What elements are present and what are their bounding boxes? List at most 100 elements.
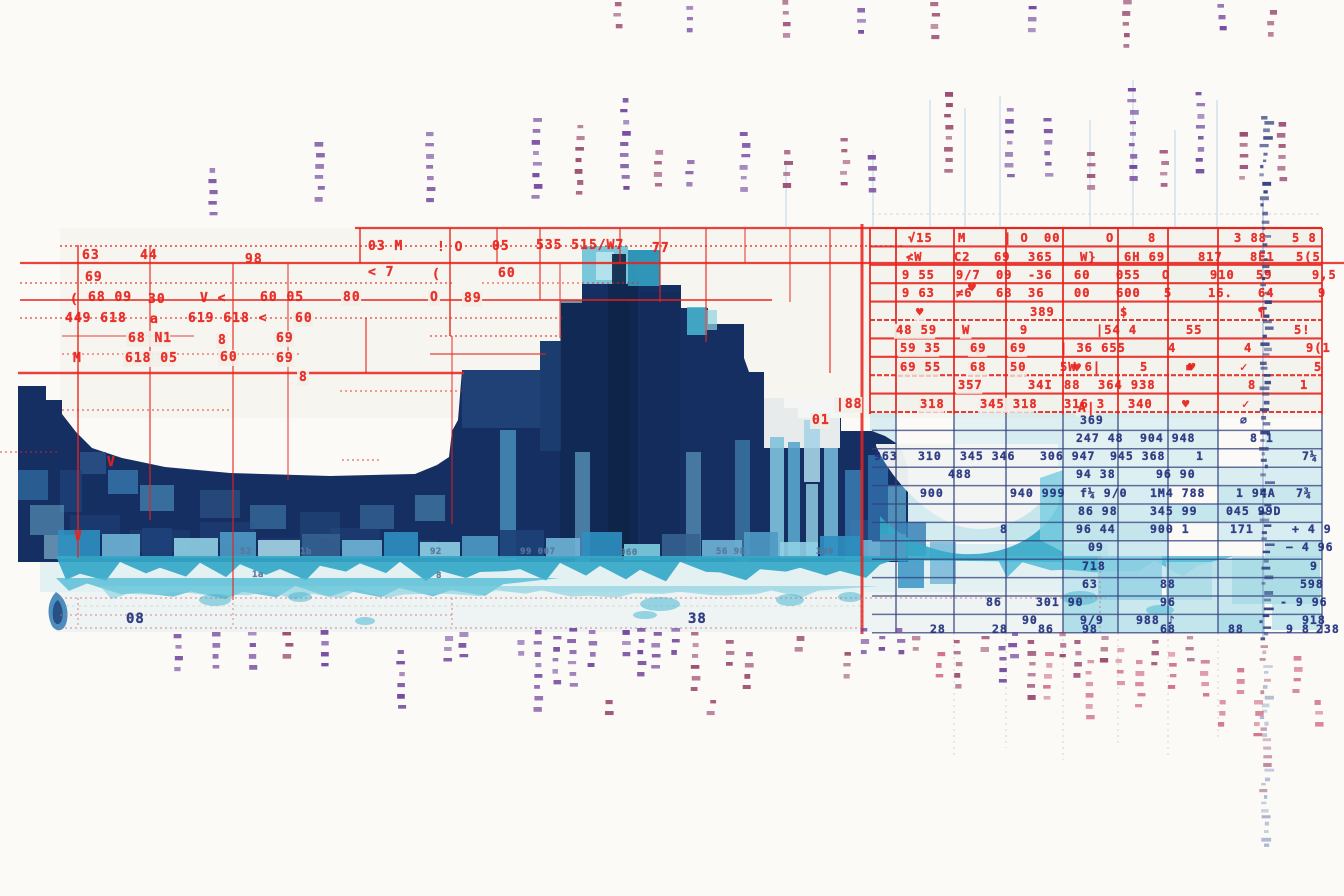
dot-mark [726, 662, 733, 666]
dot-mark [1074, 662, 1082, 667]
navy-figure: + 4 9 [1292, 522, 1332, 536]
dot-mark [1151, 662, 1158, 666]
text-halo [918, 397, 945, 413]
dot-mark [868, 177, 876, 181]
dot-mark [783, 172, 791, 176]
strip-glyph [1262, 264, 1270, 269]
dot-mark [622, 98, 629, 103]
dot-mark [534, 674, 543, 678]
table-cell [1265, 522, 1322, 541]
navy-figure: 904 948 [1140, 431, 1195, 445]
dot-mark [399, 672, 405, 677]
dot-mark [1005, 130, 1014, 134]
dot-mark [1239, 154, 1249, 158]
navy-figure: 98 [1082, 622, 1098, 636]
strip-glyph [1263, 136, 1273, 140]
dot-mark [710, 700, 717, 704]
dot-mark [1046, 663, 1053, 668]
strip-glyph [1263, 665, 1273, 668]
micro-figure: 390 [816, 547, 834, 557]
dot-mark [671, 639, 680, 643]
mountain-texture-block [628, 250, 660, 286]
mountain-texture-block [140, 485, 174, 511]
dot-mark [1027, 17, 1037, 22]
navy-figure: 9/9 [1080, 613, 1104, 627]
table-cell [1063, 246, 1118, 265]
mosaic-block [174, 538, 218, 558]
dot-mark [518, 651, 525, 656]
dot-mark [686, 182, 693, 187]
text-halo [428, 289, 441, 306]
navy-figure: 1M4 788 [1150, 486, 1205, 500]
mosaic-band [58, 528, 906, 560]
dot-mark [314, 142, 324, 147]
dot-mark [397, 650, 404, 655]
dot-mark [741, 154, 751, 158]
red-figure: 69 [1010, 341, 1026, 355]
dot-mark [1186, 636, 1194, 640]
navy-figure: - 9 96 [1280, 595, 1328, 609]
navy-figure: 88 [1160, 577, 1176, 591]
table-cell [1168, 412, 1218, 431]
table-cell [1218, 375, 1265, 394]
dot-mark [1127, 99, 1137, 103]
dot-mark [620, 164, 629, 169]
text-halo [218, 349, 239, 366]
strip-glyph [1264, 291, 1270, 295]
dot-mark [209, 168, 216, 173]
dot-mark [1239, 143, 1248, 147]
dot-mark [282, 632, 292, 636]
red-figure: 318 [920, 397, 945, 411]
text-halo [341, 289, 362, 306]
dot-mark [1278, 122, 1287, 127]
dot-mark [1059, 654, 1066, 658]
red-figure: 9 55 [902, 268, 935, 282]
table-cell [1218, 485, 1265, 504]
dot-mark [1159, 150, 1168, 154]
strip-glyph [1263, 762, 1272, 767]
strip-glyph [1261, 582, 1266, 585]
text-halo [978, 397, 1035, 413]
table-cell [1063, 430, 1118, 449]
dot-mark [1008, 643, 1018, 648]
dot-mark [1129, 176, 1138, 181]
red-figure: ✓ [1242, 397, 1250, 411]
strip-glyph [1262, 319, 1272, 324]
strip-glyph [1262, 614, 1270, 618]
strip-glyph [1264, 300, 1272, 305]
dot-mark [569, 628, 578, 632]
dot-mark [782, 0, 789, 5]
dot-mark [637, 650, 644, 655]
dot-mark [1122, 11, 1131, 16]
dot-mark [553, 636, 562, 640]
table-cell [1168, 320, 1218, 339]
strip-glyph [1259, 658, 1266, 661]
dot-mark [955, 662, 963, 667]
mountain-texture-block [360, 505, 394, 529]
red-figure: 618 05 [125, 351, 178, 366]
strip-glyph [1262, 709, 1268, 713]
strip-glyph [1264, 464, 1268, 469]
strip-glyph [1263, 671, 1269, 674]
dot-mark [1253, 722, 1260, 727]
table-cell [870, 356, 896, 376]
dot-mark [1123, 0, 1132, 5]
text-halo [894, 323, 936, 339]
cyan-patch [1166, 562, 1212, 600]
strip-glyph [1263, 607, 1274, 611]
red-figure: ♥ [1188, 360, 1196, 374]
navy-figure: − 4 96 [1286, 540, 1334, 554]
red-figure: M [958, 231, 966, 245]
table-cell [1006, 228, 1063, 247]
table-cell [1063, 320, 1118, 339]
mountain-texture-block [806, 484, 818, 558]
strip-glyph [1264, 843, 1270, 847]
dot-mark [744, 663, 754, 668]
dot-mark [840, 138, 848, 142]
navy-figure: 045 99D [1226, 504, 1281, 518]
dot-mark [282, 654, 292, 659]
dot-mark [619, 153, 629, 157]
navy-figure: 247 48 [1076, 431, 1124, 445]
dot-mark [690, 665, 700, 669]
